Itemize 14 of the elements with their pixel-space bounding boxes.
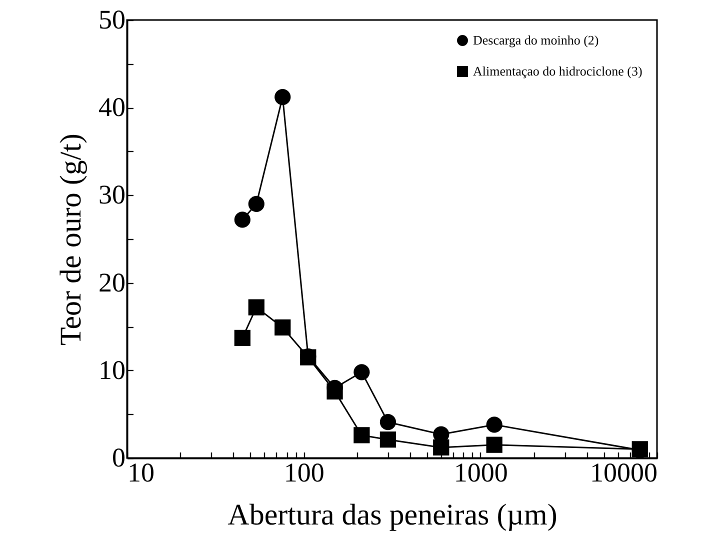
- y-tick-label: 0: [112, 442, 126, 472]
- x-tick-label: 1000: [454, 458, 508, 488]
- y-tick-label: 30: [98, 180, 126, 210]
- y-tick-label: 10: [98, 354, 126, 385]
- legend-label: Descarga do moinho (2): [473, 32, 599, 48]
- legend-label: Alimentaçao do hidrociclone (3): [473, 64, 642, 78]
- y-axis-title: Teor de ouro (g/t): [54, 134, 88, 346]
- x-axis-title: Abertura das peneiras (µm): [228, 498, 558, 532]
- x-tick-label: 10: [128, 458, 154, 488]
- x-tick-label: 10000: [590, 458, 658, 488]
- x-tick-label: 100: [284, 458, 324, 488]
- y-tick-label: 20: [98, 267, 126, 298]
- y-tick-label: 50: [98, 4, 126, 34]
- y-tick-label: 40: [98, 92, 126, 122]
